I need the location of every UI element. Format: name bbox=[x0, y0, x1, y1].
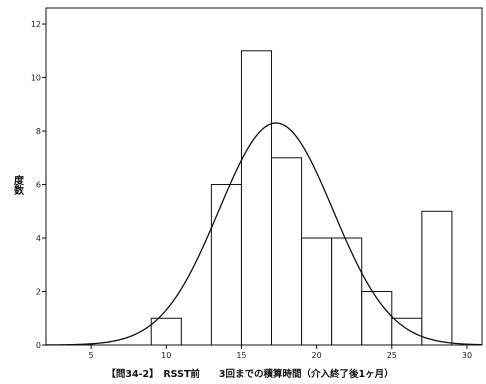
y-tick-label-0: 0 bbox=[36, 341, 41, 350]
x-axis-ticks: 5 10 15 20 25 30 bbox=[89, 345, 472, 360]
normal-curve bbox=[45, 122, 483, 346]
x-tick-label-30: 30 bbox=[462, 351, 472, 360]
y-tick-label-10: 10 bbox=[31, 74, 41, 83]
y-tick-label-6: 6 bbox=[36, 181, 41, 190]
x-tick-label-20: 20 bbox=[312, 351, 322, 360]
y-axis-ticks: 0 2 4 6 8 10 12 bbox=[31, 20, 46, 350]
y-tick-label-2: 2 bbox=[36, 288, 41, 297]
histogram-bar-23-25 bbox=[361, 291, 393, 346]
histogram-bar-19-21 bbox=[301, 237, 333, 346]
y-tick-label-4: 4 bbox=[36, 234, 41, 243]
y-tick-label-12: 12 bbox=[31, 20, 41, 29]
histogram-bar-25-27 bbox=[391, 317, 423, 346]
normal-curve-layer bbox=[45, 122, 483, 346]
histogram-bar-15-17 bbox=[240, 50, 273, 346]
histogram-bar-9-11 bbox=[150, 317, 182, 346]
x-axis-title: 【問34-2】 RSST前 3回までの積算時間（介入終了後1ヶ月） bbox=[106, 368, 393, 380]
y-axis-title: 度数 bbox=[12, 174, 24, 196]
x-tick-label-5: 5 bbox=[89, 351, 94, 360]
x-tick-label-25: 25 bbox=[387, 351, 397, 360]
histogram-bars bbox=[150, 50, 453, 346]
y-tick-label-8: 8 bbox=[36, 127, 41, 136]
histogram-bar-21-23 bbox=[331, 237, 363, 346]
x-tick-label-10: 10 bbox=[161, 351, 171, 360]
histogram-bar-27-29 bbox=[421, 210, 453, 346]
x-tick-label-15: 15 bbox=[236, 351, 246, 360]
histogram-bar-13-15 bbox=[210, 184, 242, 346]
histogram-bar-17-19 bbox=[271, 157, 303, 346]
